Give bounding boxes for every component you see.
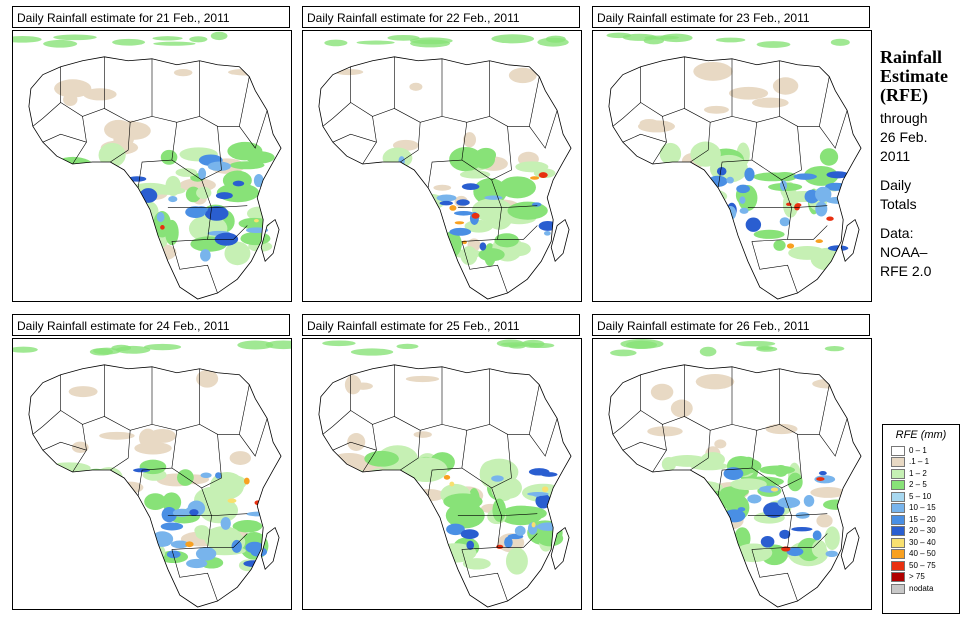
legend-label: 50 – 75 — [909, 560, 936, 570]
legend-item: 0 – 1 — [891, 445, 959, 457]
legend-item: 15 – 20 — [891, 514, 959, 526]
legend-item: 1 – 2 — [891, 468, 959, 480]
legend-swatch — [891, 480, 905, 491]
panel-title: Daily Rainfall estimate for 25 Feb., 201… — [302, 314, 580, 336]
sidebar-info: Rainfall Estimate (RFE) through 26 Feb. … — [880, 48, 966, 281]
legend-swatch — [891, 583, 905, 594]
rainfall-map-panel: Daily Rainfall estimate for 23 Feb., 201… — [592, 6, 872, 302]
legend-item: > 75 — [891, 572, 959, 584]
rainfall-map-panel: Daily Rainfall estimate for 21 Feb., 201… — [12, 6, 292, 302]
rainfall-map-panel: Daily Rainfall estimate for 22 Feb., 201… — [302, 6, 582, 302]
legend-item: .1 – 1 — [891, 457, 959, 469]
legend-label: 20 – 30 — [909, 526, 936, 536]
legend-swatch — [891, 572, 905, 583]
legend-label: 1 – 2 — [909, 468, 927, 478]
legend-item: nodata — [891, 583, 959, 595]
legend-item: 40 – 50 — [891, 549, 959, 561]
legend-label: 15 – 20 — [909, 514, 936, 524]
rainfall-map-panel: Daily Rainfall estimate for 25 Feb., 201… — [302, 314, 582, 610]
africa-map — [302, 338, 582, 610]
through-label: through — [880, 110, 928, 126]
legend-swatch — [891, 514, 905, 525]
totals-label: Totals — [880, 196, 917, 212]
rainfall-map-panel: Daily Rainfall estimate for 24 Feb., 201… — [12, 314, 292, 610]
legend-item: 50 – 75 — [891, 560, 959, 572]
legend-swatch — [891, 526, 905, 537]
africa-map — [12, 30, 292, 302]
daily-label: Daily — [880, 177, 912, 193]
legend-label: > 75 — [909, 572, 925, 582]
title-line-3: (RFE) — [880, 85, 928, 105]
legend-swatch — [891, 549, 905, 560]
data-label: Data: — [880, 225, 914, 241]
panel-title: Daily Rainfall estimate for 24 Feb., 201… — [12, 314, 290, 336]
panel-title: Daily Rainfall estimate for 26 Feb., 201… — [592, 314, 870, 336]
legend-item: 10 – 15 — [891, 503, 959, 515]
through-date-1: 26 Feb. — [880, 129, 928, 145]
legend-item: 5 – 10 — [891, 491, 959, 503]
panel-title: Daily Rainfall estimate for 22 Feb., 201… — [302, 6, 580, 28]
legend-label: nodata — [909, 583, 934, 593]
legend-label: 10 – 15 — [909, 503, 936, 513]
legend-label: 30 – 40 — [909, 537, 936, 547]
legend-title: RFE (mm) — [895, 429, 947, 441]
legend-item: 20 – 30 — [891, 526, 959, 538]
legend-swatch — [891, 491, 905, 502]
legend-label: 5 – 10 — [909, 491, 932, 501]
legend-swatch — [891, 457, 905, 468]
legend-label: 2 – 5 — [909, 480, 927, 490]
africa-map — [592, 338, 872, 610]
rainfall-map-panel: Daily Rainfall estimate for 26 Feb., 201… — [592, 314, 872, 610]
africa-map — [592, 30, 872, 302]
legend-label: 0 – 1 — [909, 445, 927, 455]
panel-title: Daily Rainfall estimate for 21 Feb., 201… — [12, 6, 290, 28]
through-date-2: 2011 — [880, 148, 911, 164]
panel-title: Daily Rainfall estimate for 23 Feb., 201… — [592, 6, 870, 28]
title-line-2: Estimate — [880, 66, 948, 86]
legend-item: 2 – 5 — [891, 480, 959, 492]
title-line-1: Rainfall — [880, 47, 943, 67]
legend-swatch — [891, 537, 905, 548]
legend-label: 40 – 50 — [909, 549, 936, 559]
legend-swatch — [891, 560, 905, 571]
legend-swatch — [891, 468, 905, 479]
legend-swatch — [891, 445, 905, 456]
legend-label: .1 – 1 — [909, 457, 930, 467]
africa-map — [302, 30, 582, 302]
africa-map — [12, 338, 292, 610]
source-line-1: NOAA– — [880, 244, 928, 260]
legend-swatch — [891, 503, 905, 514]
source-line-2: RFE 2.0 — [880, 263, 932, 279]
legend-item: 30 – 40 — [891, 537, 959, 549]
